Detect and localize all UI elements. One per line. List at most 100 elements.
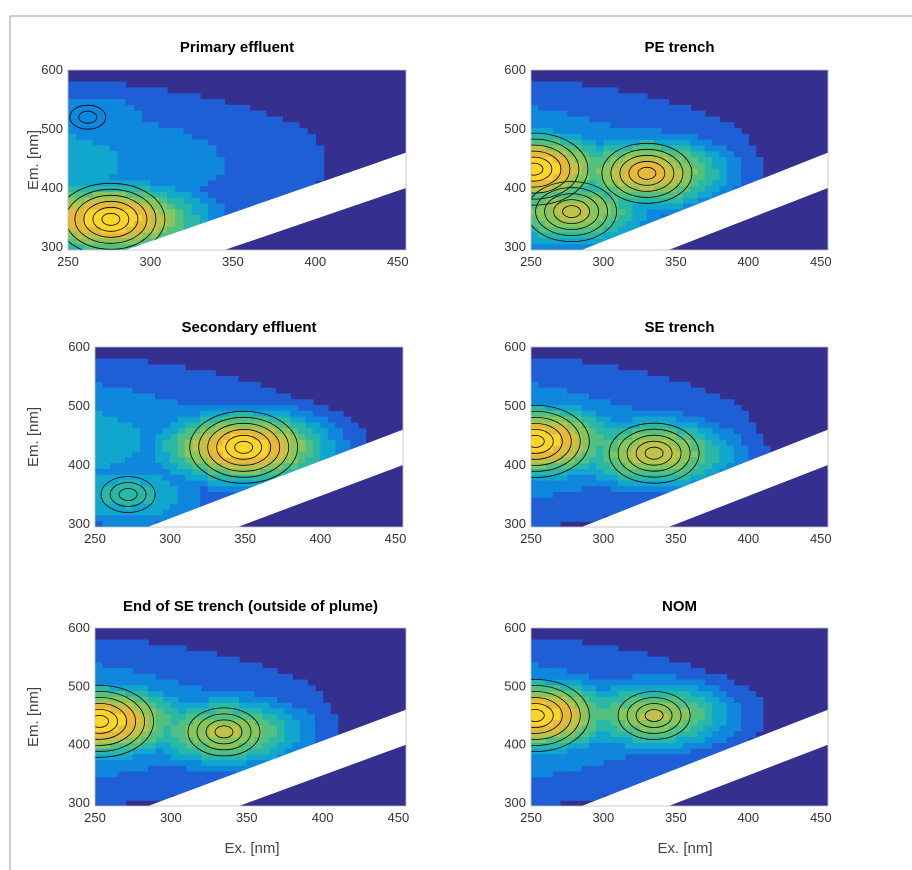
intensity-cell — [102, 719, 111, 727]
intensity-cell — [538, 656, 547, 664]
intensity-cell — [733, 434, 742, 441]
intensity-cell — [581, 754, 590, 761]
intensity-cell — [125, 777, 134, 784]
intensity-cell — [538, 203, 547, 210]
intensity-cell — [147, 434, 156, 441]
intensity-cell — [117, 492, 126, 499]
intensity-cell — [538, 145, 547, 152]
x-axis-label-left: Ex. [nm] — [224, 840, 279, 857]
intensity-cell — [639, 468, 648, 476]
intensity-cell — [178, 754, 187, 761]
intensity-cell — [632, 191, 641, 199]
intensity-cell — [596, 463, 605, 470]
intensity-cell — [697, 668, 706, 675]
intensity-cell — [163, 742, 172, 750]
intensity-cell — [697, 387, 706, 395]
intensity-cell — [200, 445, 209, 453]
intensity-cell — [193, 668, 202, 675]
intensity-cell — [661, 416, 670, 424]
intensity-cell — [252, 474, 261, 482]
intensity-cell — [274, 174, 283, 181]
intensity-cell — [661, 376, 670, 383]
intensity-cell — [314, 725, 324, 732]
intensity-cell — [282, 186, 292, 193]
intensity-cell — [741, 157, 749, 164]
intensity-cell — [163, 754, 172, 761]
intensity-cell — [199, 128, 209, 135]
intensity-cell — [596, 133, 605, 141]
intensity-cell — [162, 468, 171, 476]
intensity-cell — [610, 162, 619, 170]
intensity-cell — [545, 116, 554, 123]
intensity-cell — [531, 393, 539, 400]
intensity-cell — [140, 788, 149, 796]
intensity-cell — [117, 783, 126, 790]
contour-line — [198, 416, 290, 478]
intensity-cell — [155, 492, 164, 499]
intensity-cell — [185, 468, 194, 476]
intensity-cell — [719, 439, 728, 447]
intensity-cell — [545, 788, 554, 796]
intensity-cell — [155, 742, 164, 750]
intensity-cell — [290, 416, 299, 424]
intensity-cell — [142, 226, 152, 234]
intensity-cell — [552, 509, 561, 516]
intensity-cell — [552, 244, 561, 250]
intensity-cell — [162, 405, 171, 412]
intensity-cell — [163, 685, 172, 692]
intensity-cell — [704, 737, 713, 744]
intensity-cell — [125, 399, 134, 406]
intensity-cell — [675, 696, 684, 704]
intensity-cell — [668, 434, 677, 441]
intensity-cell — [610, 783, 619, 790]
intensity-cell — [690, 122, 699, 129]
intensity-cell — [297, 434, 306, 441]
intensity-cell — [166, 197, 176, 205]
intensity-cell — [125, 422, 134, 429]
intensity-cell — [215, 422, 224, 429]
intensity-cell — [531, 416, 539, 424]
intensity-cell — [92, 232, 102, 239]
intensity-cell — [109, 162, 119, 170]
intensity-cell — [102, 492, 111, 499]
intensity-cell — [239, 737, 248, 744]
intensity-cell — [719, 180, 728, 187]
intensity-cell — [646, 468, 655, 476]
y-tick-label: 400 — [504, 180, 526, 195]
intensity-cell — [177, 457, 186, 464]
intensity-cell — [531, 777, 539, 784]
contour-line — [617, 428, 691, 478]
intensity-cell — [625, 656, 634, 664]
intensity-cell — [668, 731, 677, 738]
intensity-cell — [109, 203, 119, 210]
intensity-cell — [274, 180, 283, 187]
intensity-cell — [125, 186, 135, 193]
intensity-cell — [552, 515, 561, 522]
intensity-cell — [246, 685, 255, 692]
intensity-cell — [675, 405, 684, 412]
intensity-cell — [178, 650, 187, 658]
contour-line — [95, 715, 109, 728]
intensity-cell — [284, 714, 293, 721]
intensity-cell — [185, 381, 194, 389]
intensity-cell — [581, 428, 590, 435]
intensity-cell — [610, 503, 619, 511]
intensity-cell — [639, 748, 648, 755]
intensity-cell — [150, 226, 160, 234]
intensity-cell — [76, 232, 86, 239]
intensity-cell — [92, 122, 102, 129]
intensity-cell — [200, 434, 209, 441]
intensity-cell — [110, 685, 119, 692]
intensity-cell — [232, 133, 242, 141]
intensity-cell — [178, 788, 187, 796]
intensity-cell — [265, 151, 275, 158]
intensity-cell — [245, 405, 254, 412]
intensity-cell — [222, 376, 231, 383]
intensity-cell — [726, 428, 735, 435]
intensity-cell — [675, 410, 684, 418]
intensity-cell — [249, 186, 259, 193]
intensity-cell — [596, 220, 605, 228]
intensity-cell — [690, 474, 699, 482]
